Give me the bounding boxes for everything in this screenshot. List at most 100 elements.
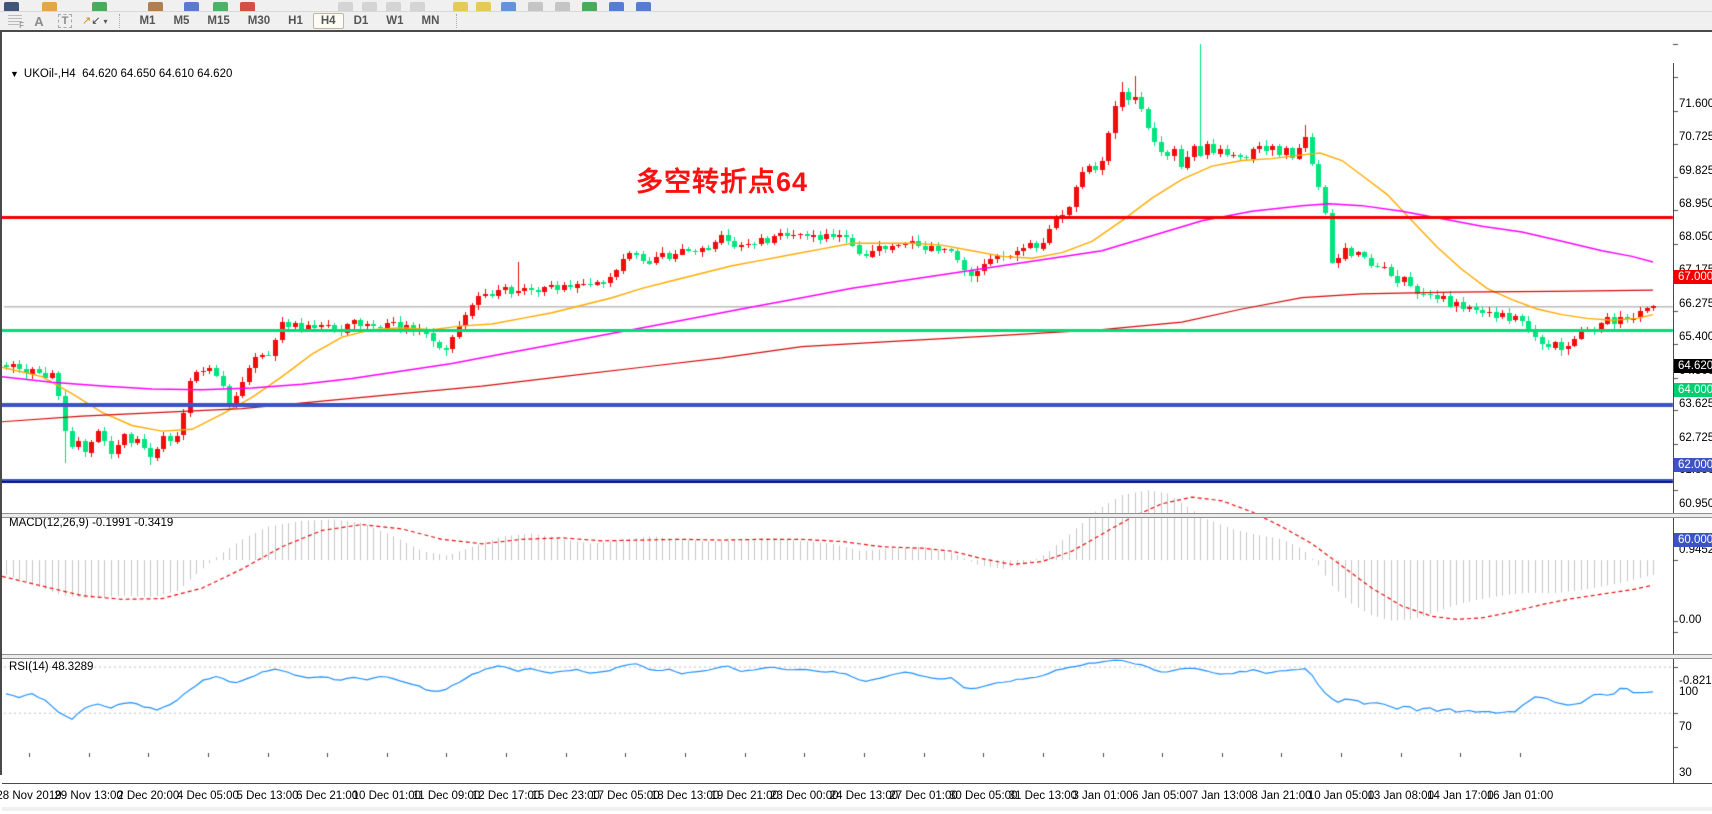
- time-axis-label: 10 Jan 05:00: [1307, 790, 1375, 802]
- time-axis-label: 27 Dec 01:00: [889, 790, 958, 802]
- time-axis[interactable]: 28 Nov 2019 29 Nov 13:00 2 Dec 20:00 4 Dec …: [0, 783, 1712, 808]
- rsi-scale-label: 70: [1679, 720, 1692, 733]
- label-tool-button[interactable]: T: [56, 13, 74, 29]
- time-axis-label: 6 Jan 05:00: [1132, 790, 1193, 802]
- time-axis-label: 28 Nov 2019: [0, 790, 62, 802]
- symbol-period-label: UKOil-,H4: [23, 68, 76, 80]
- chart-text-annotation[interactable]: 多空转折点64: [636, 167, 809, 197]
- time-axis-label: 18 Dec 13:00: [650, 790, 720, 802]
- price-axis-label: 63.625: [1679, 397, 1712, 410]
- ohlc-values: 64.620 64.650 64.610 64.620: [75, 68, 233, 80]
- price-tag-64.620: 64.620: [1674, 359, 1712, 374]
- price-axis-label: 68.050: [1679, 231, 1712, 244]
- toolbar-separator: [119, 14, 125, 28]
- time-axis-label: 14 Jan 17:00: [1427, 790, 1494, 802]
- time-axis-label: 13 Jan 08:00: [1367, 790, 1434, 802]
- window-bottom-strip: [2, 807, 1712, 811]
- price-axis-label: 65.400: [1679, 331, 1712, 344]
- pane-splitter-macd[interactable]: [2, 513, 1712, 518]
- time-axis-label: 19 Dec 21:00: [710, 790, 779, 802]
- price-axis-label: 69.825: [1679, 164, 1712, 177]
- timeframe-button-D1[interactable]: D1: [353, 15, 369, 27]
- timeframe-button-M15[interactable]: M15: [207, 15, 230, 27]
- time-axis-label: 11 Dec 09:00: [412, 790, 481, 802]
- toolbar-separator: [456, 14, 462, 28]
- price-axis-label: 70.725: [1679, 130, 1712, 143]
- chart-title: ▼ UKOil-,H4 64.620 64.650 64.610 64.620: [10, 68, 232, 80]
- toolbar-icon[interactable]: [148, 2, 163, 11]
- time-axis-label: 17 Dec 05:00: [591, 790, 660, 802]
- time-axis-label: 31 Dec 13:00: [1008, 790, 1078, 802]
- macd-indicator-label: MACD(12,26,9) -0.1991 -0.3419: [9, 517, 174, 529]
- toolbar-icon[interactable]: [362, 2, 377, 11]
- time-axis-label: 29 Nov 13:00: [54, 790, 123, 802]
- toolbar-icon[interactable]: [4, 2, 19, 11]
- toolbar-icon[interactable]: [338, 2, 353, 11]
- time-axis-label: 10 Dec 01:00: [352, 790, 422, 802]
- rsi-scale-label: 100: [1679, 685, 1699, 698]
- rsi-indicator-label: RSI(14) 48.3289: [9, 661, 94, 673]
- toolbar-icon[interactable]: [92, 2, 107, 11]
- text-label-icon: T: [57, 14, 73, 28]
- chart-window: ▼ UKOil-,H4 64.620 64.650 64.610 64.620 多…: [0, 30, 1712, 813]
- time-axis-label: 4 Dec 05:00: [176, 790, 239, 802]
- time-axis-label: 2 Dec 20:00: [117, 790, 180, 802]
- toolbar-icon[interactable]: [609, 2, 624, 11]
- timeframe-button-MN[interactable]: MN: [421, 15, 440, 27]
- price-tag-67.000: 67.000: [1674, 269, 1712, 284]
- price-axis-label: 71.600: [1679, 98, 1712, 111]
- price-axis-label: 68.950: [1679, 197, 1712, 210]
- toolbar-icon[interactable]: [213, 2, 228, 11]
- timeframe-button-M5[interactable]: M5: [173, 15, 190, 27]
- toolbar-icon[interactable]: [184, 2, 199, 11]
- toolbar-icon[interactable]: [476, 2, 491, 11]
- toolbar-icon[interactable]: [386, 2, 401, 11]
- text-tool-button[interactable]: A: [30, 13, 48, 29]
- price-axis-border: [1673, 63, 1674, 783]
- price-axis-label: 62.725: [1679, 431, 1712, 444]
- chart-canvas[interactable]: [2, 32, 1712, 777]
- timeframe-button-group: M1 M5 M15 M30 H1 H4 D1 W1 MN: [130, 13, 448, 29]
- time-axis-label: 30 Dec 05:00: [949, 790, 1018, 802]
- macd-scale-label: -0.8218: [1679, 674, 1712, 687]
- arrows-icon: ↗↙: [82, 15, 101, 27]
- toolbar-icon[interactable]: [240, 2, 255, 11]
- price-tag-64.000: 64.000: [1674, 382, 1712, 397]
- timeframe-button-M1[interactable]: M1: [139, 15, 156, 27]
- top-toolbar-cropped[interactable]: [0, 0, 1712, 12]
- price-tag-60.000: 60.000: [1674, 532, 1712, 547]
- toolbar-icon[interactable]: [501, 2, 516, 11]
- toolbar-icon[interactable]: [555, 2, 570, 11]
- time-axis-label: 3 Jan 01:00: [1072, 790, 1133, 802]
- toolbar-icon[interactable]: [528, 2, 543, 11]
- text-a-icon: A: [34, 13, 44, 29]
- time-axis-label: 12 Dec 17:00: [471, 790, 541, 802]
- timeframe-button-W1[interactable]: W1: [386, 15, 404, 27]
- fibonacci-tool-button[interactable]: F: [4, 13, 24, 30]
- line-studies-and-timeframe-toolbar: F A T ↗↙ ▾ M1 M5 M15 M30 H1 H4 D1 W1 MN: [0, 12, 1712, 30]
- toolbar-icon[interactable]: [42, 2, 57, 11]
- price-axis-label: 60.950: [1679, 498, 1712, 511]
- time-axis-label: 8 Jan 21:00: [1251, 790, 1312, 802]
- timeframe-button-H1[interactable]: H1: [288, 15, 303, 27]
- pane-splitter-rsi[interactable]: [2, 654, 1712, 659]
- symbol-dropdown-triangle-icon[interactable]: ▼: [10, 69, 19, 79]
- time-axis-label: 16 Jan 01:00: [1486, 790, 1554, 802]
- time-axis-label: 6 Dec 21:00: [296, 790, 359, 802]
- toolbar-icon[interactable]: [582, 2, 597, 11]
- fibonacci-icon: F: [8, 15, 24, 30]
- toolbar-icon[interactable]: [410, 2, 425, 11]
- timeframe-button-H4[interactable]: H4: [312, 13, 344, 29]
- time-axis-label: 24 Dec 13:00: [829, 790, 899, 802]
- toolbar-icon[interactable]: [453, 2, 468, 11]
- time-axis-label: 23 Dec 00:00: [770, 790, 839, 802]
- arrows-tool-button[interactable]: ↗↙ ▾: [82, 13, 107, 29]
- price-axis-label: 66.275: [1679, 298, 1712, 311]
- price-tag-62.000: 62.000: [1674, 457, 1712, 472]
- timeframe-button-M30[interactable]: M30: [247, 15, 271, 27]
- chevron-down-icon[interactable]: ▾: [103, 16, 108, 26]
- toolbar-icon[interactable]: [636, 2, 651, 11]
- time-axis-label: 15 Dec 23:00: [531, 790, 600, 802]
- macd-scale-label: 0.9452: [1679, 544, 1712, 557]
- time-axis-label: 7 Jan 13:00: [1191, 790, 1252, 802]
